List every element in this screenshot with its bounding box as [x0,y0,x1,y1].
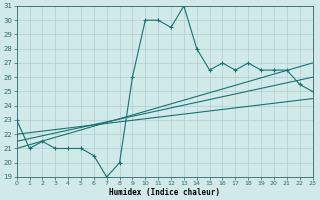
X-axis label: Humidex (Indice chaleur): Humidex (Indice chaleur) [109,188,220,197]
